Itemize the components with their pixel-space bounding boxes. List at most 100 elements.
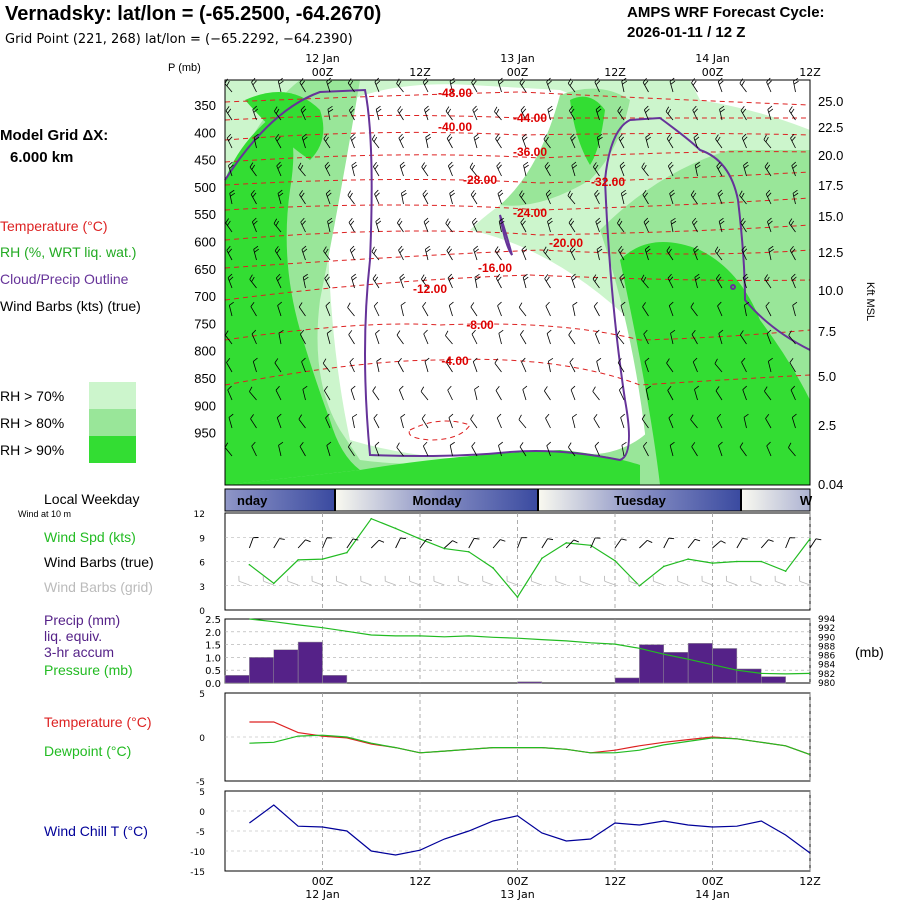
wind-barb <box>790 385 796 401</box>
wind-barb-flag <box>791 136 796 142</box>
wind-barb-flag <box>352 164 358 169</box>
wind-barb-shaft <box>250 306 257 317</box>
wind-barb-flag <box>693 245 698 251</box>
wind-barb-flag <box>253 245 259 250</box>
wind-barb <box>349 245 356 261</box>
wind-barb <box>445 330 453 345</box>
wind-barb-flag <box>765 189 771 195</box>
precip-bar <box>639 644 664 684</box>
wind-barb-shaft <box>327 221 331 233</box>
wind-barb <box>593 301 600 317</box>
wind-barb-flag <box>253 108 259 113</box>
wind-barb-shaft <box>592 278 600 289</box>
wind-barb-shaft <box>495 390 502 401</box>
wind-barb-flag <box>668 136 673 142</box>
pressure-tick: 984 <box>818 661 835 671</box>
wind-barb <box>619 273 625 289</box>
wind-barb-flag <box>399 248 404 254</box>
wind-barb <box>742 273 749 289</box>
top-hour-label: 00Z <box>702 66 724 79</box>
station-title: Vernadsky: lat/lon = (-65.2500, -64.2670… <box>5 3 382 25</box>
wind-barb-shaft <box>642 446 649 457</box>
wind-barb <box>399 273 406 289</box>
wind-barb-shaft <box>400 417 404 429</box>
wind-barb <box>250 414 257 429</box>
pressure-line <box>249 618 811 675</box>
surface-wind-barb-shaft <box>639 540 648 549</box>
surface-wind-barb-true <box>370 539 385 549</box>
wind-barb-shaft <box>594 194 600 205</box>
wind-barb-flag <box>594 441 600 447</box>
wind-barb <box>690 302 698 317</box>
wind-barb <box>714 246 723 261</box>
wind-barb-flag <box>788 218 793 224</box>
wind-barb-flag <box>400 413 406 418</box>
wind-barb-shaft <box>693 249 698 261</box>
wind-barb-flag <box>422 77 428 83</box>
wind-barb-flag <box>474 385 480 390</box>
wind-panel-title: Wind at 10 m <box>18 509 72 519</box>
wind-barb-shaft <box>621 81 625 93</box>
wind-barb <box>669 77 676 93</box>
wind-barb-shaft <box>494 111 502 121</box>
grid-wind-barb-flag <box>384 575 386 582</box>
wind-barb-flag <box>298 302 303 308</box>
surface-wind-barb-grid <box>701 575 713 586</box>
wind-barb-flag <box>302 273 308 278</box>
wind-barb <box>667 273 674 289</box>
wind-barb <box>595 105 602 121</box>
wind-barb-flag <box>227 273 233 279</box>
wind-barb <box>397 106 404 121</box>
wind-barb-flag <box>572 301 578 306</box>
wind-barb-flag <box>425 108 430 113</box>
wind-barb-flag <box>718 441 723 446</box>
grid-wind-barb-shaft <box>507 580 518 586</box>
wind-barb <box>447 273 454 289</box>
wind-barb <box>228 301 234 317</box>
wind-barb-flag <box>350 220 355 226</box>
wind-barb-shaft <box>621 445 625 457</box>
wind-barb-shaft <box>421 418 429 429</box>
pressure-unit: (mb) <box>855 644 884 660</box>
wind-barb <box>495 385 502 401</box>
wind-barb <box>792 301 798 317</box>
wind-barb-flag <box>446 133 451 139</box>
wind-barb-shaft <box>788 222 796 233</box>
wind-barb-flag <box>494 106 498 112</box>
surface-wind-barb-true <box>541 538 554 549</box>
wind-barb-shaft <box>325 305 331 317</box>
wind-barb-flag <box>764 162 769 168</box>
wind-speed-tick: 0 <box>199 607 205 617</box>
wind-barb-shaft <box>224 83 233 93</box>
wind-barb-flag <box>446 358 450 364</box>
wind-barb-flag <box>741 133 747 139</box>
wind-barb-shaft <box>569 249 576 261</box>
wind-barb-flag <box>666 246 671 252</box>
wind-barb-shaft <box>669 445 674 457</box>
wind-barb-shaft <box>349 361 355 373</box>
wind-barb-shaft <box>520 110 527 121</box>
wind-barb-flag <box>644 80 649 86</box>
wind-barb-flag <box>642 77 647 83</box>
wind-barb-flag <box>519 190 523 196</box>
wind-barb-flag <box>328 108 334 113</box>
surface-wind-barb-flag <box>768 539 774 542</box>
grid-wind-barb-shaft <box>799 580 811 586</box>
wind-barb-shaft <box>715 390 723 401</box>
wind-barb-flag <box>397 218 401 224</box>
wind-barb <box>620 413 625 429</box>
temp-tick: -5 <box>196 778 205 788</box>
wind-barb-flag <box>619 273 624 279</box>
wind-barb <box>789 358 796 373</box>
wind-barb-flag <box>224 442 229 448</box>
wind-barb <box>546 329 552 345</box>
wind-barb-shaft <box>226 137 233 149</box>
surface-wind-barb-shaft <box>468 538 475 549</box>
wind-barb-flag <box>496 413 502 419</box>
wind-barb-shaft <box>666 250 674 261</box>
wind-barb-flag <box>546 77 551 83</box>
wind-barb-shaft <box>641 279 649 289</box>
wind-barb <box>401 189 407 205</box>
precip-tick: 1.5 <box>205 641 221 652</box>
wind-barb-shaft <box>790 138 796 149</box>
